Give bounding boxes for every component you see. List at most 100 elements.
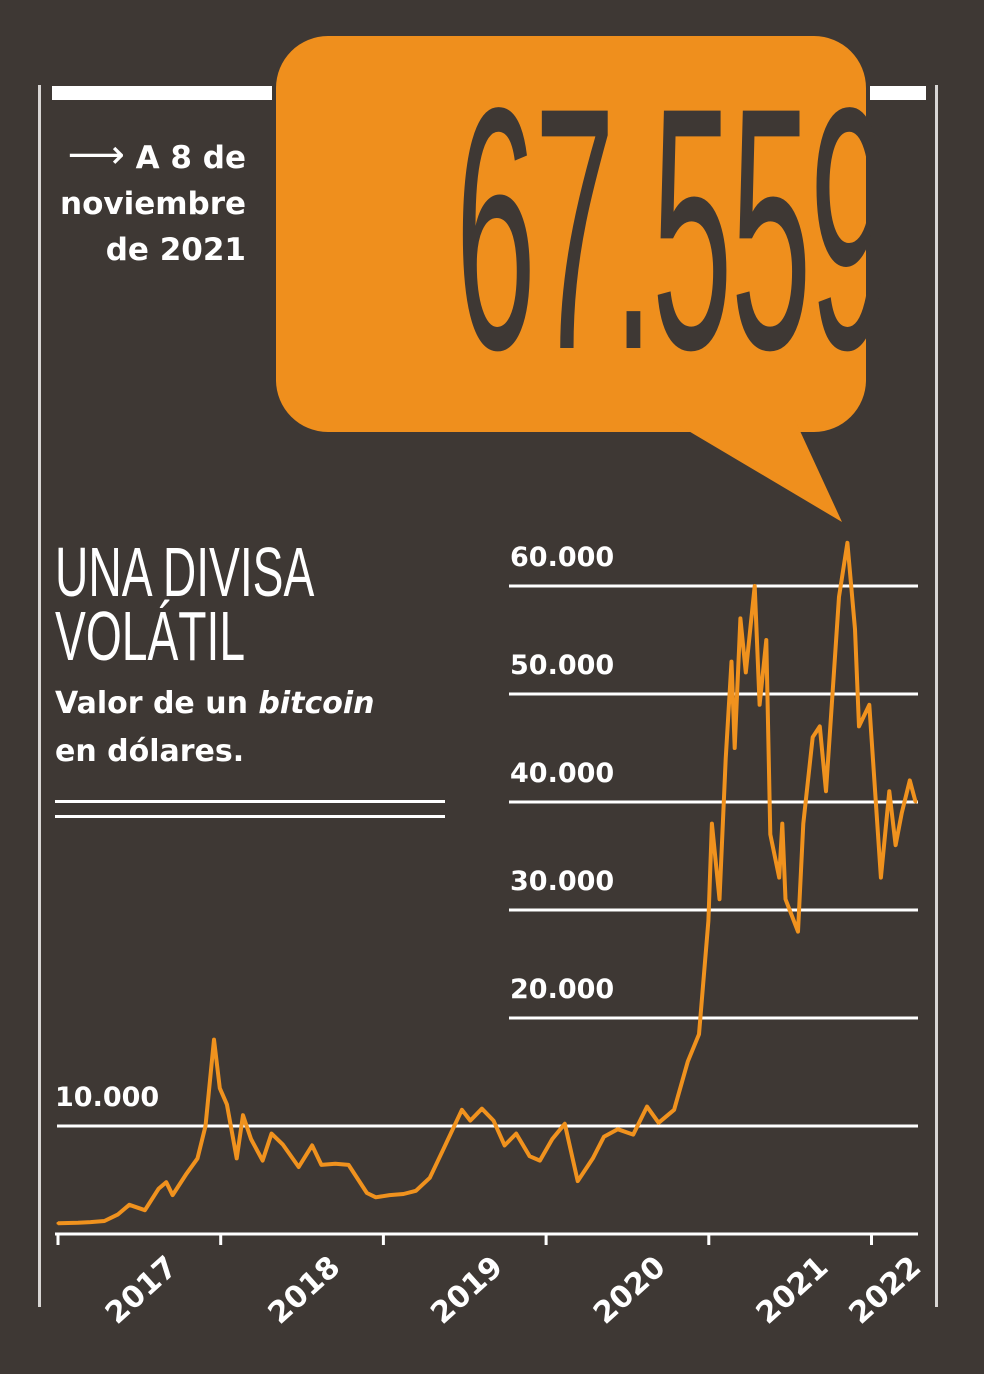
data-point <box>56 1221 60 1225</box>
data-point <box>616 1127 620 1131</box>
data-point <box>281 1142 285 1146</box>
chart-subtitle: Valor de un bitcoin en dólares. <box>55 680 375 776</box>
data-point <box>576 1179 580 1183</box>
data-point <box>164 1180 168 1184</box>
data-point <box>730 660 734 664</box>
data-point <box>414 1189 418 1193</box>
data-point <box>724 757 728 761</box>
data-point <box>441 1148 445 1152</box>
data-point <box>717 897 721 901</box>
data-point <box>76 1221 80 1225</box>
arrow-right-icon: ⟶ <box>67 132 125 178</box>
x-tick-label: 2017 <box>99 1249 184 1331</box>
data-point <box>818 724 822 728</box>
data-point <box>319 1163 323 1167</box>
data-point <box>310 1143 314 1147</box>
data-point <box>591 1156 595 1160</box>
y-tick-label: 20.000 <box>510 974 614 1005</box>
y-tick-label: 10.000 <box>55 1082 159 1113</box>
data-point <box>514 1132 518 1136</box>
data-point <box>900 811 904 815</box>
subtitle-line-2: en dólares. <box>55 734 245 769</box>
x-tick-label: 2021 <box>750 1249 835 1331</box>
data-point <box>753 584 757 588</box>
data-point <box>602 1135 606 1139</box>
data-point <box>480 1107 484 1111</box>
data-point <box>697 1032 701 1036</box>
y-tick-label: 40.000 <box>510 758 614 789</box>
data-point <box>401 1192 405 1196</box>
divider-line-2 <box>55 815 445 818</box>
data-point <box>196 1156 200 1160</box>
data-point <box>879 876 883 880</box>
right-frame-line <box>935 85 938 1307</box>
data-point <box>503 1143 507 1147</box>
data-point <box>388 1193 392 1197</box>
date-line-1: A 8 de <box>135 140 246 176</box>
data-point <box>241 1113 245 1117</box>
data-point <box>914 800 918 804</box>
data-point <box>235 1156 239 1160</box>
data-point <box>157 1187 161 1191</box>
data-point <box>143 1208 147 1212</box>
data-point <box>270 1132 274 1136</box>
data-point <box>645 1105 649 1109</box>
date-annotation: ⟶ A 8 de noviembre de 2021 <box>60 132 246 273</box>
data-point <box>550 1137 554 1141</box>
data-point <box>116 1213 120 1217</box>
y-tick-label: 60.000 <box>510 542 614 573</box>
data-point <box>657 1121 661 1125</box>
data-point <box>374 1195 378 1199</box>
left-frame-line <box>38 85 41 1307</box>
data-point <box>744 670 748 674</box>
data-point <box>249 1137 253 1141</box>
data-point <box>908 778 912 782</box>
data-point <box>887 789 891 793</box>
data-point <box>780 822 784 826</box>
title-line-2: VOLÁTIL <box>55 597 246 675</box>
title-line-1: UNA DIVISA <box>55 533 315 611</box>
bitcoin-price-line <box>57 540 918 1226</box>
data-point <box>261 1159 265 1163</box>
data-point <box>218 1086 222 1090</box>
data-point <box>796 930 800 934</box>
data-point <box>538 1159 542 1163</box>
data-point <box>528 1154 532 1158</box>
chart-title: UNA DIVISA VOLÁTIL <box>55 533 385 675</box>
data-point <box>428 1176 432 1180</box>
data-point <box>733 746 737 750</box>
x-tick-label: 2018 <box>262 1249 347 1331</box>
data-point <box>738 616 742 620</box>
data-point <box>127 1203 131 1207</box>
data-point <box>686 1059 690 1063</box>
data-point <box>212 1038 216 1042</box>
data-point <box>468 1119 472 1123</box>
x-tick-label: 2020 <box>587 1249 672 1331</box>
data-point <box>672 1108 676 1112</box>
data-point <box>783 897 787 901</box>
speech-bubble <box>276 36 866 432</box>
data-point <box>184 1173 188 1177</box>
data-point <box>563 1122 567 1126</box>
top-bar-right <box>870 86 926 100</box>
date-line-2: noviembre <box>60 186 247 222</box>
data-point <box>867 703 871 707</box>
data-point <box>492 1119 496 1123</box>
data-point <box>225 1102 229 1106</box>
data-point <box>894 843 898 847</box>
top-bar-left <box>52 86 272 100</box>
data-point <box>460 1108 464 1112</box>
data-point <box>171 1193 175 1197</box>
divider-line-1 <box>55 800 445 803</box>
data-point <box>706 919 710 923</box>
subtitle-italic: bitcoin <box>258 686 375 721</box>
subtitle-text: Valor de un <box>55 686 259 721</box>
data-point <box>204 1124 208 1128</box>
data-point <box>102 1219 106 1223</box>
data-point <box>768 832 772 836</box>
data-point <box>811 735 815 739</box>
y-tick-label: 30.000 <box>510 866 614 897</box>
x-tick-label: 2022 <box>843 1249 928 1331</box>
data-point <box>631 1133 635 1137</box>
